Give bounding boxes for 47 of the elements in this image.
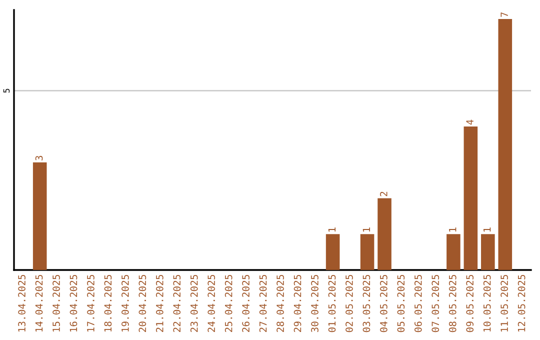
x-tick-label: 30.04.2025 [311,274,318,332]
x-tick-label: 01.05.2025 [328,274,336,332]
data-label: 7 [500,12,508,17]
bar [32,162,47,270]
data-label: 1 [328,228,336,232]
x-tick-label: 03.05.2025 [362,274,370,332]
x-tick-label: 27.04.2025 [259,274,267,332]
x-tick-label: 23.04.2025 [190,274,198,332]
bar [378,198,392,270]
x-tick-label: 24.04.2025 [208,274,216,332]
x-tick-label: 16.04.2025 [70,274,78,332]
x-tick-label: 19.04.2025 [122,274,129,332]
bar [446,234,460,270]
x-tick-label: 04.05.2025 [380,274,388,332]
y-tick-label: 5 [3,88,10,93]
x-tick-label: 10.05.2025 [483,274,491,332]
data-label: 1 [362,228,370,232]
data-label: 3 [35,156,43,160]
x-tick-label: 12.05.2025 [518,274,526,332]
data-label: 1 [449,228,456,232]
x-tick-label: 15.04.2025 [52,274,60,332]
bar [326,234,340,270]
x-tick-label: 13.04.2025 [18,274,26,332]
x-tick-label: 07.05.2025 [432,274,440,332]
x-tick-label: 18.04.2025 [104,274,112,332]
x-tick-label: 20.04.2025 [138,274,146,332]
x-tick-label: 17.04.2025 [87,274,94,332]
data-label: 1 [484,228,491,232]
x-tick-label: 02.05.2025 [346,274,353,332]
x-tick-label: 29.04.2025 [294,274,302,332]
x-tick-label: 22.04.2025 [173,274,181,332]
x-tick-label: 21.04.2025 [156,274,164,332]
data-label: 2 [380,192,388,196]
x-tick-label: 11.05.2025 [500,274,508,332]
x-tick-label: 09.05.2025 [466,274,474,332]
bar [498,18,512,270]
data-label: 4 [466,120,474,125]
x-tick-label: 05.05.2025 [397,274,405,332]
x-tick-label: 14.04.2025 [35,274,43,332]
x-tick-label: 08.05.2025 [448,274,456,332]
x-tick-label: 25.04.2025 [224,274,232,332]
x-tick-label: 26.04.2025 [242,274,250,332]
bar [360,234,374,270]
x-tick-label: 06.05.2025 [414,274,422,332]
bar [464,126,478,270]
bar [481,234,495,270]
x-tick-label: 28.04.2025 [276,274,284,332]
